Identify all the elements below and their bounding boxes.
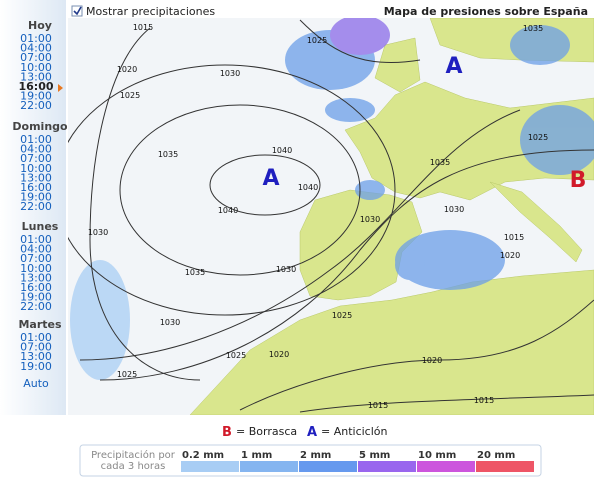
low-key: B	[222, 425, 232, 440]
map	[68, 18, 594, 415]
day-name: Martes	[18, 318, 62, 331]
isobar-label: 1015	[133, 23, 153, 32]
time-link[interactable]: 07:00	[20, 152, 52, 165]
pressure-center: A	[445, 54, 462, 79]
time-link[interactable]: 07:00	[20, 51, 52, 64]
time-link[interactable]: 22:00	[20, 300, 52, 313]
time-link[interactable]: 04:00	[20, 42, 52, 55]
time-link[interactable]: 22:00	[20, 200, 52, 213]
isobar-label: 1040	[298, 183, 318, 192]
isobar-label: 1030	[160, 318, 180, 327]
precip-swatch	[240, 461, 298, 472]
time-link[interactable]: 04:00	[20, 243, 52, 256]
isobar-label: 1035	[430, 158, 450, 167]
isobar-label: 1035	[185, 268, 205, 277]
isobar-label: 1020	[422, 356, 442, 365]
isobar-label: 1035	[523, 24, 543, 33]
isobar-label: 1020	[117, 65, 137, 74]
checkbox-label[interactable]: Mostrar precipitaciones	[86, 5, 215, 18]
isobar-label: 1025	[117, 370, 137, 379]
isobar-label: 1040	[272, 146, 292, 155]
time-link[interactable]: 04:00	[20, 143, 52, 156]
checkbox-check	[73, 6, 82, 16]
isobar-label: 1025	[332, 311, 352, 320]
time-link[interactable]: 16:00	[20, 281, 52, 294]
high-key: A	[307, 425, 317, 440]
time-link[interactable]: 07:00	[20, 252, 52, 265]
time-link[interactable]: 07:00	[20, 341, 52, 354]
precip-swatch	[181, 461, 239, 472]
isobar-label: 1025	[120, 91, 140, 100]
time-link[interactable]: 19:00	[20, 360, 52, 373]
isobar-label: 1015	[474, 396, 494, 405]
precip-label: cada 3 horas	[101, 461, 166, 472]
isobar-label: 1030	[360, 215, 380, 224]
day-name: Hoy	[28, 19, 52, 32]
time-link[interactable]: 22:00	[20, 99, 52, 112]
checkbox[interactable]	[71, 5, 83, 17]
high-label: = Anticiclón	[321, 425, 388, 438]
pressure-center: B	[570, 168, 587, 193]
day-name: Domingo	[12, 120, 68, 133]
isobar-label: 1020	[269, 350, 289, 359]
precip-label: Precipitación por	[91, 449, 176, 461]
precip-level: 0.2 mm	[182, 450, 224, 461]
current-marker	[58, 84, 63, 92]
isobar-label: 1030	[444, 205, 464, 214]
precipitation-areas	[70, 18, 594, 380]
precip-level: 2 mm	[300, 450, 331, 461]
time-link[interactable]: 10:00	[20, 162, 52, 175]
low-label: = Borrasca	[236, 425, 297, 438]
isobar-label: 1040	[218, 206, 238, 215]
time-link[interactable]: 16:00	[20, 181, 52, 194]
isobar-label: 1035	[158, 150, 178, 159]
time-link[interactable]: 16:00	[18, 80, 53, 93]
precip-swatch	[358, 461, 416, 472]
isobar-label: 1015	[504, 233, 524, 242]
time-link[interactable]: 01:00	[20, 233, 52, 246]
sidebar-bg	[0, 0, 66, 415]
auto-link[interactable]: Auto	[23, 377, 49, 390]
precip-level: 1 mm	[241, 450, 272, 461]
time-link[interactable]: 01:00	[20, 331, 52, 344]
isobar-label: 1030	[276, 265, 296, 274]
time-link[interactable]: 13:00	[20, 350, 52, 363]
isobar-label: 1025	[226, 351, 246, 360]
time-link[interactable]: 19:00	[20, 90, 52, 103]
time-link[interactable]: 10:00	[20, 61, 52, 74]
precip-level: 20 mm	[477, 450, 515, 461]
precip-level: 5 mm	[359, 450, 390, 461]
isobars	[68, 19, 594, 413]
precip-swatch	[299, 461, 357, 472]
precip-level: 10 mm	[418, 450, 456, 461]
day-name: Lunes	[22, 220, 59, 233]
isobar-label: 1030	[220, 69, 240, 78]
isobar-label: 1015	[368, 401, 388, 410]
pressure-center: A	[262, 166, 279, 191]
time-link[interactable]: 10:00	[20, 262, 52, 275]
time-link[interactable]: 01:00	[20, 32, 52, 45]
isobar-label: 1025	[307, 36, 327, 45]
time-link[interactable]: 13:00	[20, 271, 52, 284]
precip-swatch	[417, 461, 475, 472]
time-link[interactable]: 01:00	[20, 133, 52, 146]
time-link[interactable]: 13:00	[20, 70, 52, 83]
time-link[interactable]: 19:00	[20, 291, 52, 304]
isobar-label: 1030	[88, 228, 108, 237]
time-link[interactable]: 19:00	[20, 191, 52, 204]
isobar-label: 1025	[528, 133, 548, 142]
isobar-label: 1020	[500, 251, 520, 260]
time-link[interactable]: 13:00	[20, 171, 52, 184]
map-title: Mapa de presiones sobre España	[384, 5, 588, 18]
precip-swatch	[476, 461, 534, 472]
